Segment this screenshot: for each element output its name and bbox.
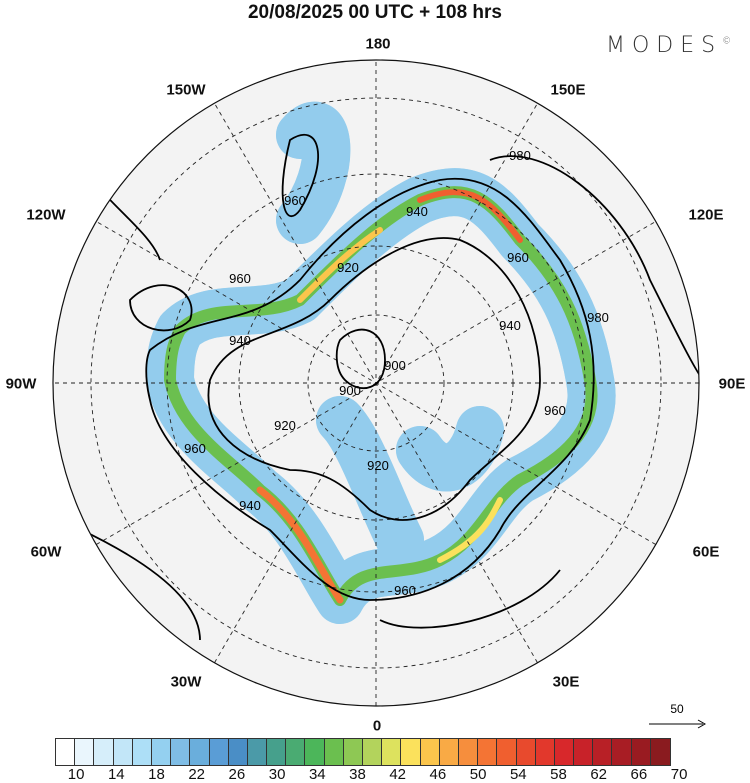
modes-logo: MODES© [606, 33, 732, 58]
colorbar-tick-label: 10 [67, 766, 85, 783]
colorbar-swatch [75, 739, 95, 765]
colorbar-swatch [612, 739, 632, 765]
colorbar-swatch [324, 739, 344, 765]
contour-label: 980 [509, 148, 531, 163]
colorbar-swatch [343, 739, 363, 765]
colorbar-tick-label: 34 [308, 766, 326, 783]
contour-label: 920 [274, 418, 296, 433]
vector-reference-value: 50 [670, 702, 684, 716]
colorbar-tick-label: 18 [148, 766, 165, 783]
colorbar-swatch [190, 739, 210, 765]
meridian-label-30e: 30E [552, 673, 580, 691]
colorbar-tick-label: 66 [630, 766, 648, 783]
colorbar-swatch [439, 739, 459, 765]
colorbar-tick-label: 70 [670, 766, 688, 783]
contour-label: 940 [239, 498, 261, 513]
contour-label: 960 [394, 583, 416, 598]
contour-label: 920 [337, 260, 359, 275]
colorbar-tick-label: 26 [228, 766, 246, 783]
contour-label: 940 [406, 204, 428, 219]
meridian-label-180: 180 [365, 35, 391, 53]
contour-label: 940 [229, 333, 251, 348]
colorbar-swatch [631, 739, 651, 765]
wind-speed-shading [146, 126, 592, 624]
contour-label: 920 [367, 458, 389, 473]
colorbar-swatch [209, 739, 229, 765]
contour-label: 960 [229, 271, 251, 286]
colorbar-swatch [401, 739, 421, 765]
contour-label: 960 [284, 193, 306, 208]
colorbar-swatch [650, 739, 670, 765]
colorbar-tick-label: 58 [550, 766, 567, 783]
contour-label: 960 [544, 403, 566, 418]
colorbar-swatch [113, 739, 133, 765]
colorbar-tick-label: 62 [590, 766, 608, 783]
contour-label: 900 [384, 358, 406, 373]
colorbar-swatch [574, 739, 594, 765]
colorbar-tick-label: 14 [107, 766, 125, 783]
arrow-right-icon [649, 719, 707, 729]
meridian-label-90w: 90W [5, 375, 37, 393]
colorbar-tick-label: 38 [349, 766, 366, 783]
colorbar-tick-label: 50 [469, 766, 487, 783]
colorbar-swatch [516, 739, 536, 765]
colorbar-tick-label: 30 [268, 766, 286, 783]
contour-label-group: 980 960 940 920 900 960 940 920 960 940 … [184, 148, 609, 598]
meridian-label-60w: 60W [30, 543, 62, 561]
colorbar-tick-label: 46 [429, 766, 447, 783]
colorbar-tick-label: 54 [509, 766, 527, 783]
colorbar-swatch [305, 739, 325, 765]
meridian-label-120w: 120W [26, 206, 66, 224]
colorbar-tick-label: 42 [389, 766, 407, 783]
meridian-label-120e: 120E [688, 206, 724, 224]
meridian-label-30w: 30W [170, 673, 202, 691]
meridian-label-150w: 150W [166, 81, 206, 99]
contour-label: 960 [507, 250, 529, 265]
colorbar-swatch [228, 739, 248, 765]
colorbar-swatch [132, 739, 152, 765]
contour-label: 940 [499, 318, 521, 333]
meridian-label-0: 0 [372, 717, 382, 735]
map-title: 20/08/2025 00 UTC + 108 hrs [247, 2, 503, 23]
colorbar [55, 738, 671, 766]
colorbar-swatch [382, 739, 402, 765]
contour-label: 960 [184, 441, 206, 456]
logo-text: MODES [606, 33, 723, 58]
map-border [52, 59, 700, 707]
colorbar-swatch [171, 739, 191, 765]
colorbar-swatch [94, 739, 114, 765]
colorbar-swatch [535, 739, 555, 765]
contour-label: 900 [339, 383, 361, 398]
colorbar-swatch [478, 739, 498, 765]
meridian-label-90e: 90E [718, 375, 746, 393]
vector-reference: 50 [648, 702, 707, 734]
colorbar-swatch [247, 739, 268, 765]
meridian-label-150e: 150E [550, 81, 586, 99]
contour-label: 980 [587, 310, 609, 325]
colorbar-swatch [458, 739, 479, 765]
colorbar-swatch [497, 739, 517, 765]
colorbar-swatch [554, 739, 575, 765]
colorbar-swatch [363, 739, 383, 765]
colorbar-swatch [267, 739, 287, 765]
colorbar-tick-label: 22 [188, 766, 206, 783]
meridian-label-60e: 60E [692, 543, 720, 561]
colorbar-swatch [56, 739, 76, 765]
colorbar-swatch [286, 739, 306, 765]
colorbar-swatch [593, 739, 613, 765]
colorbar-swatch [151, 739, 172, 765]
colorbar-swatch [420, 739, 440, 765]
